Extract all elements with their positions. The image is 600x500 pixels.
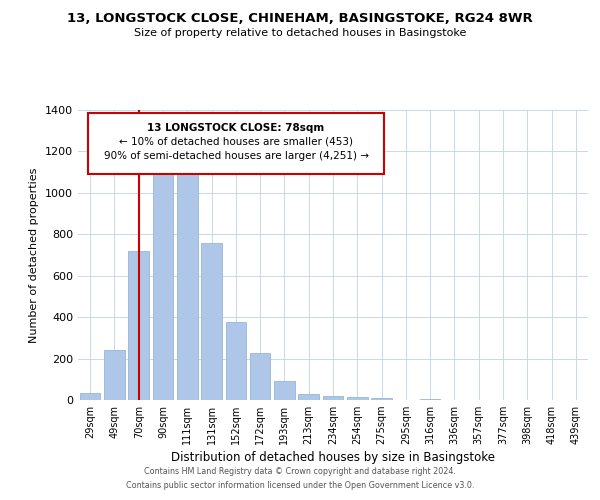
- Bar: [323, 396, 343, 400]
- X-axis label: Distribution of detached houses by size in Basingstoke: Distribution of detached houses by size …: [171, 452, 495, 464]
- Text: 13 LONGSTOCK CLOSE: 78sqm: 13 LONGSTOCK CLOSE: 78sqm: [148, 123, 325, 133]
- Text: Contains HM Land Registry data © Crown copyright and database right 2024.: Contains HM Land Registry data © Crown c…: [144, 467, 456, 476]
- Bar: [347, 397, 368, 400]
- Bar: [80, 393, 100, 400]
- Text: Size of property relative to detached houses in Basingstoke: Size of property relative to detached ho…: [134, 28, 466, 38]
- Text: 13, LONGSTOCK CLOSE, CHINEHAM, BASINGSTOKE, RG24 8WR: 13, LONGSTOCK CLOSE, CHINEHAM, BASINGSTO…: [67, 12, 533, 26]
- Bar: [104, 350, 125, 400]
- Text: ← 10% of detached houses are smaller (453): ← 10% of detached houses are smaller (45…: [119, 137, 353, 147]
- Bar: [274, 382, 295, 400]
- Bar: [420, 399, 440, 400]
- Text: 90% of semi-detached houses are larger (4,251) →: 90% of semi-detached houses are larger (…: [104, 150, 368, 160]
- FancyBboxPatch shape: [88, 113, 384, 174]
- Bar: [371, 398, 392, 400]
- Bar: [226, 322, 246, 400]
- Bar: [152, 172, 173, 400]
- Bar: [250, 353, 271, 400]
- Bar: [201, 242, 222, 400]
- Text: Contains public sector information licensed under the Open Government Licence v3: Contains public sector information licen…: [126, 481, 474, 490]
- Bar: [177, 169, 197, 400]
- Bar: [128, 251, 149, 400]
- Y-axis label: Number of detached properties: Number of detached properties: [29, 168, 40, 342]
- Bar: [298, 394, 319, 400]
